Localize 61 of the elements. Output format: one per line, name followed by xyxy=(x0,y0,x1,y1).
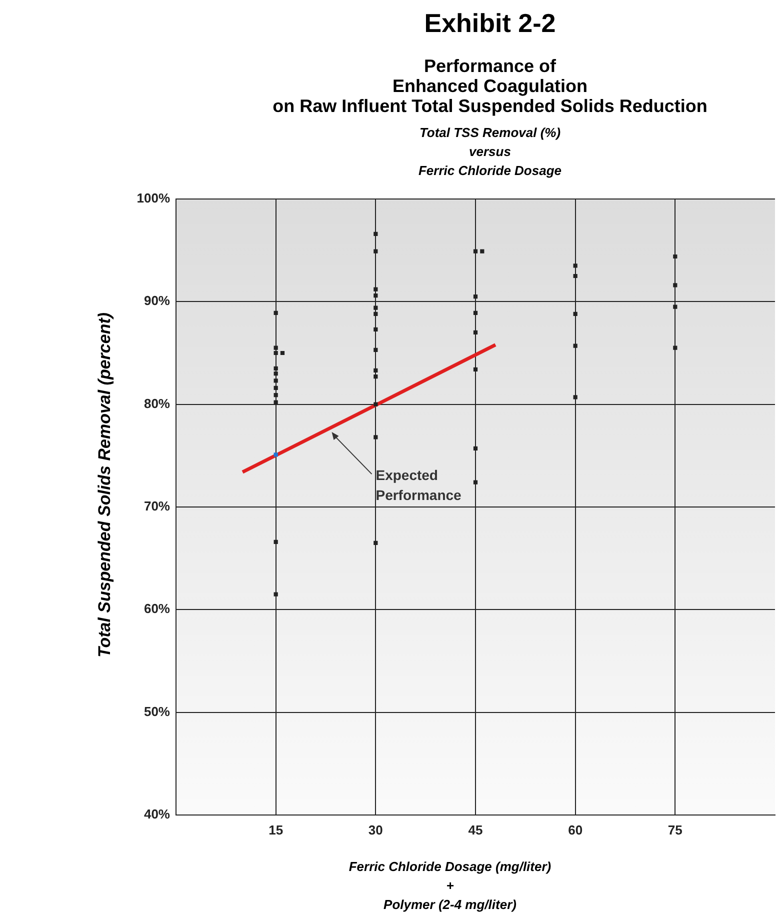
point xyxy=(374,368,378,373)
x-tick-label: 60 xyxy=(568,822,583,838)
y-tick-label: 100% xyxy=(136,190,170,206)
point xyxy=(274,350,278,356)
point xyxy=(473,294,478,299)
point xyxy=(673,304,678,309)
point xyxy=(673,346,678,350)
y-tick-label: 90% xyxy=(144,293,170,308)
y-tick-label: 80% xyxy=(144,396,170,411)
point xyxy=(374,435,378,440)
point xyxy=(374,293,378,298)
point xyxy=(374,348,378,352)
point xyxy=(274,386,278,390)
point xyxy=(573,274,578,278)
point xyxy=(274,393,278,398)
point xyxy=(573,344,578,348)
point xyxy=(280,350,285,356)
point xyxy=(274,310,278,316)
text: Total TSS Removal (%) versus Ferric Chloride Dosage xyxy=(417,124,563,180)
point xyxy=(374,232,378,236)
point xyxy=(274,400,278,404)
y-tick-label: 40% xyxy=(144,806,170,822)
point xyxy=(374,249,378,254)
point xyxy=(274,366,278,370)
point xyxy=(473,249,478,254)
point xyxy=(374,306,378,310)
point xyxy=(573,395,578,400)
point xyxy=(573,264,578,268)
point xyxy=(274,592,278,596)
point xyxy=(480,249,484,254)
point xyxy=(473,330,478,335)
point xyxy=(274,540,278,544)
point xyxy=(374,312,378,316)
x-tick-label: 45 xyxy=(468,822,483,838)
y-tick-label: 50% xyxy=(144,704,170,719)
point xyxy=(274,371,278,376)
point xyxy=(673,254,678,259)
annotation: Expected Performance xyxy=(376,466,462,503)
point xyxy=(473,480,478,484)
point xyxy=(374,402,378,406)
point xyxy=(473,446,478,451)
point xyxy=(274,378,278,383)
point xyxy=(374,287,378,292)
chart-title: Exhibit 2-2 xyxy=(423,8,557,39)
point xyxy=(274,452,278,457)
y-tick-label: 60% xyxy=(144,601,170,616)
x-tick-label: 30 xyxy=(368,822,383,838)
point xyxy=(374,327,378,332)
point xyxy=(274,346,278,350)
point xyxy=(673,283,678,288)
point xyxy=(374,540,378,545)
point xyxy=(374,374,378,379)
point xyxy=(473,367,478,372)
y-axis-title: Total Suspended Solids Removal (percent) xyxy=(95,312,115,658)
x-tick-label: 75 xyxy=(668,822,682,838)
x-axis-title: Ferric Chloride Dosage (mg/liter) + Polymer (2-4 mg/liter) xyxy=(348,858,552,914)
point xyxy=(473,310,478,316)
chart-subtitle: Performance of Enhanced Coagulation on Raw Influent Total Suspended Solids Reduction xyxy=(272,56,708,116)
x-tick-label: 15 xyxy=(268,822,284,838)
y-tick-label: 70% xyxy=(144,498,170,514)
point xyxy=(573,312,578,316)
